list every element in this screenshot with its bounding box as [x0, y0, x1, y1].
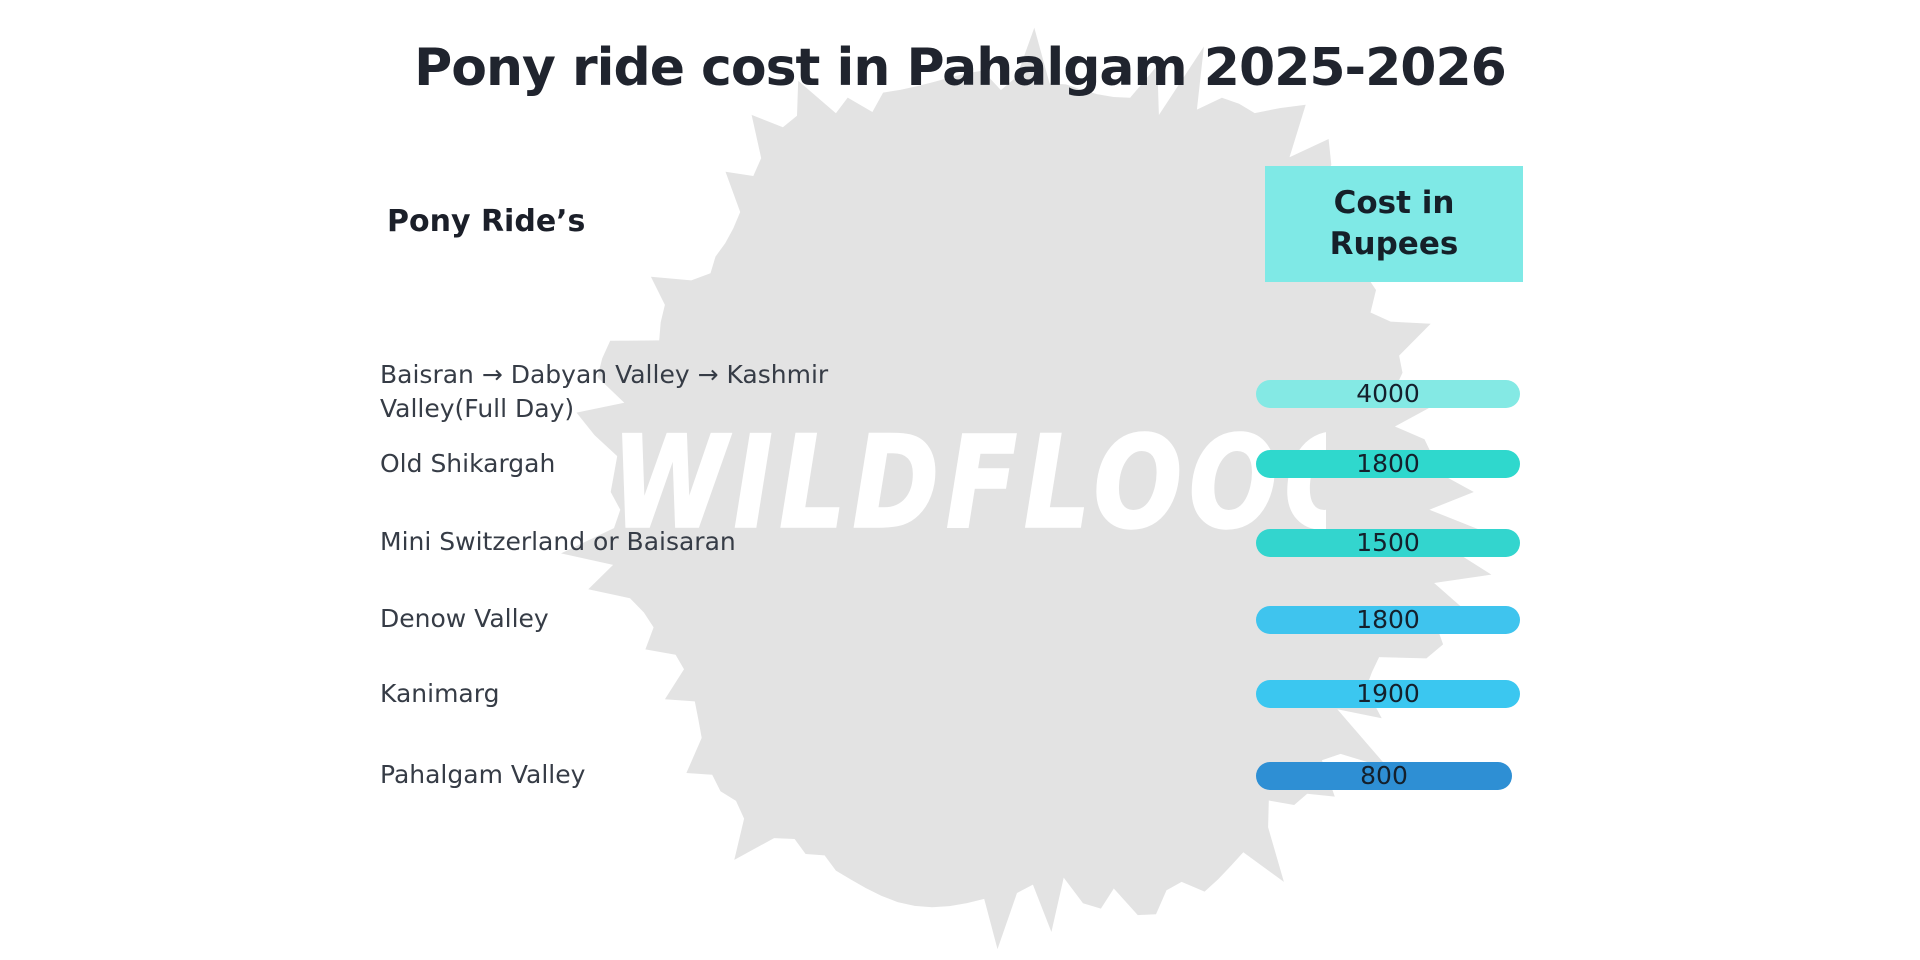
ride-label: Old Shikargah: [380, 449, 556, 478]
cost-bar: 1800: [1256, 450, 1520, 478]
page-title: Pony ride cost in Pahalgam 2025-2026: [414, 38, 1507, 98]
ride-label: Denow Valley: [380, 604, 549, 633]
rides-column-header: Pony Ride’s: [387, 204, 586, 239]
cost-bar: 800: [1256, 762, 1512, 790]
cost-bar: 4000: [1256, 380, 1520, 408]
watermark-text: WILDFLOOO: [611, 407, 1326, 558]
watermark-main: WILDFLOO: [611, 407, 1285, 558]
ride-label: Pahalgam Valley: [380, 760, 586, 789]
cost-bar: 1800: [1256, 606, 1520, 634]
cost-bar: 1900: [1256, 680, 1520, 708]
ride-label: Kanimarg: [380, 679, 500, 708]
cost-bar: 1500: [1256, 529, 1520, 557]
ride-label: Baisran → Dabyan Valley → Kashmir Valley…: [380, 360, 829, 423]
ride-label: Mini Switzerland or Baisaran: [380, 527, 736, 556]
cost-column-header: Cost in Rupees: [1265, 166, 1523, 282]
